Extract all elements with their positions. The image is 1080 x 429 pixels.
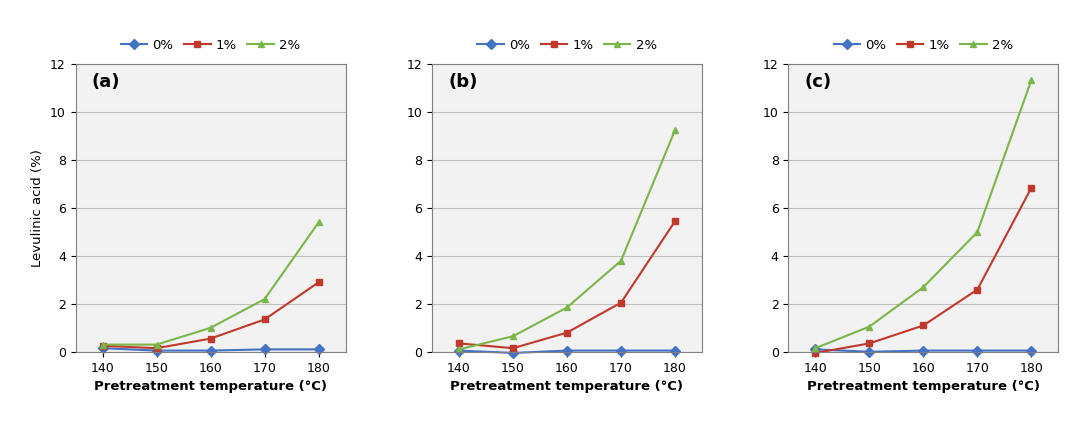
1% <box>615 300 627 305</box>
1% <box>917 323 930 328</box>
0% <box>453 348 465 353</box>
Line: 2%: 2% <box>812 76 1035 352</box>
Line: 0%: 0% <box>456 347 678 356</box>
Line: 1%: 1% <box>99 279 322 352</box>
2% <box>312 220 325 225</box>
0% <box>863 349 876 354</box>
1% <box>258 317 271 322</box>
1% <box>150 346 163 351</box>
2% <box>204 325 217 330</box>
1% <box>561 330 573 335</box>
Text: (c): (c) <box>805 73 832 91</box>
X-axis label: Pretreatment temperature (°C): Pretreatment temperature (°C) <box>807 380 1040 393</box>
1% <box>453 341 465 346</box>
2% <box>615 258 627 263</box>
Line: 0%: 0% <box>812 346 1035 355</box>
0% <box>809 347 822 352</box>
2% <box>507 334 519 339</box>
Line: 1%: 1% <box>812 184 1035 356</box>
Line: 1%: 1% <box>456 218 678 352</box>
1% <box>96 343 109 348</box>
Line: 2%: 2% <box>456 127 678 353</box>
1% <box>669 219 681 224</box>
Line: 2%: 2% <box>99 219 322 348</box>
1% <box>971 287 984 292</box>
Legend: 0%, 1%, 2%: 0%, 1%, 2% <box>834 39 1013 52</box>
2% <box>917 284 930 290</box>
2% <box>150 342 163 347</box>
Legend: 0%, 1%, 2%: 0%, 1%, 2% <box>121 39 300 52</box>
2% <box>971 230 984 235</box>
0% <box>258 347 271 352</box>
1% <box>507 346 519 351</box>
X-axis label: Pretreatment temperature (°C): Pretreatment temperature (°C) <box>450 380 684 393</box>
1% <box>1025 185 1038 190</box>
2% <box>1025 77 1038 82</box>
2% <box>669 128 681 133</box>
0% <box>150 348 163 353</box>
1% <box>204 336 217 341</box>
0% <box>1025 348 1038 353</box>
0% <box>971 348 984 353</box>
X-axis label: Pretreatment temperature (°C): Pretreatment temperature (°C) <box>94 380 327 393</box>
0% <box>507 350 519 356</box>
2% <box>561 305 573 310</box>
Line: 0%: 0% <box>99 345 322 354</box>
0% <box>669 348 681 353</box>
0% <box>96 346 109 351</box>
0% <box>917 348 930 353</box>
2% <box>809 346 822 351</box>
Legend: 0%, 1%, 2%: 0%, 1%, 2% <box>477 39 657 52</box>
Y-axis label: Levulinic acid (%): Levulinic acid (%) <box>31 149 44 267</box>
2% <box>258 296 271 302</box>
2% <box>453 347 465 352</box>
0% <box>204 348 217 353</box>
1% <box>312 280 325 285</box>
0% <box>615 348 627 353</box>
2% <box>96 342 109 347</box>
1% <box>863 341 876 346</box>
Text: (b): (b) <box>448 73 477 91</box>
0% <box>561 348 573 353</box>
Text: (a): (a) <box>92 73 120 91</box>
2% <box>863 324 876 329</box>
0% <box>312 347 325 352</box>
1% <box>809 350 822 356</box>
